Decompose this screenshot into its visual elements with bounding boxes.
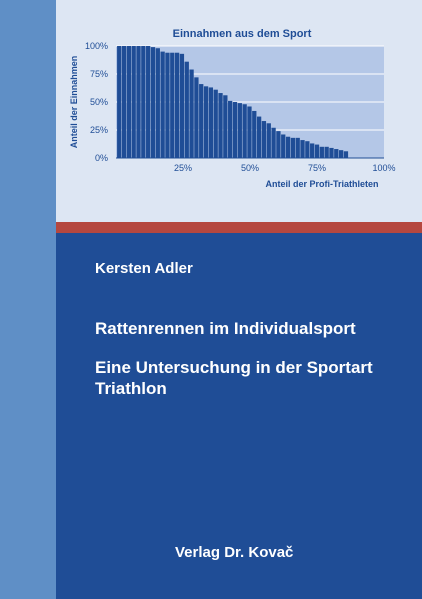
bar [252, 110, 257, 158]
y-tick-label: 75% [90, 69, 108, 79]
bar [223, 95, 228, 158]
bar [310, 143, 315, 158]
bar [121, 46, 127, 158]
bar [146, 46, 151, 158]
bar [247, 106, 252, 158]
accent-band [56, 222, 422, 233]
bar [165, 52, 170, 158]
bar [150, 47, 156, 159]
bar [117, 46, 122, 158]
bar [271, 127, 276, 158]
bar [232, 102, 238, 158]
bar [179, 53, 185, 159]
bar [276, 131, 281, 158]
chart-title: Einnahmen aus dem Sport [173, 28, 312, 40]
x-tick-label: 50% [241, 163, 259, 173]
y-axis-label: Anteil der Einnahmen [69, 56, 79, 149]
bar [184, 61, 189, 158]
bar [141, 46, 146, 158]
bar [300, 140, 305, 158]
y-tick-label: 100% [85, 41, 108, 51]
bar [338, 150, 344, 158]
bar [208, 87, 214, 158]
bar [228, 100, 233, 158]
x-axis-label: Anteil der Profi-Triathleten [265, 179, 378, 189]
bar-series [117, 46, 349, 159]
side-color-strip [0, 0, 56, 599]
bar [334, 149, 339, 158]
bar [343, 151, 349, 158]
bar [314, 144, 320, 158]
bar [170, 52, 175, 158]
x-tick-labels: 25% 50% 75% 100% [174, 163, 396, 173]
y-tick-label: 25% [90, 125, 108, 135]
book-title: Rattenrennen im Individualsport [95, 319, 356, 338]
y-tick-label: 50% [90, 97, 108, 107]
y-tick-labels: 0% 25% 50% 75% 100% [85, 41, 108, 163]
bar [218, 93, 223, 158]
bar [136, 46, 141, 158]
bar [256, 116, 262, 158]
bar [203, 86, 209, 158]
bar [213, 89, 218, 158]
bar [305, 141, 310, 158]
bar [266, 123, 271, 158]
bar [189, 69, 194, 158]
x-tick-label: 100% [372, 163, 395, 173]
bar [261, 121, 267, 158]
bar [319, 146, 324, 158]
publisher-name: Verlag Dr. Kovač [175, 544, 294, 561]
bar [324, 146, 329, 158]
bar [290, 137, 296, 158]
bar [329, 147, 334, 158]
bar [160, 51, 165, 158]
bar [194, 77, 199, 158]
author-name: Kersten Adler [95, 260, 193, 277]
bar [281, 134, 286, 158]
bar [242, 104, 247, 158]
bar [237, 103, 242, 158]
cover-main-panel [56, 233, 422, 599]
x-tick-label: 75% [308, 163, 326, 173]
book-subtitle: Eine Untersuchung in der Sportart Triath… [95, 358, 373, 398]
bar [295, 137, 300, 158]
bar [174, 52, 180, 158]
bar [285, 136, 291, 158]
bar [155, 48, 160, 158]
bar [126, 46, 132, 158]
bar [131, 46, 136, 158]
y-tick-label: 0% [95, 153, 108, 163]
bar [199, 84, 204, 158]
income-distribution-chart: Einnahmen aus dem Sport 0%25%50%75%100% … [69, 28, 396, 189]
x-tick-label: 25% [174, 163, 192, 173]
